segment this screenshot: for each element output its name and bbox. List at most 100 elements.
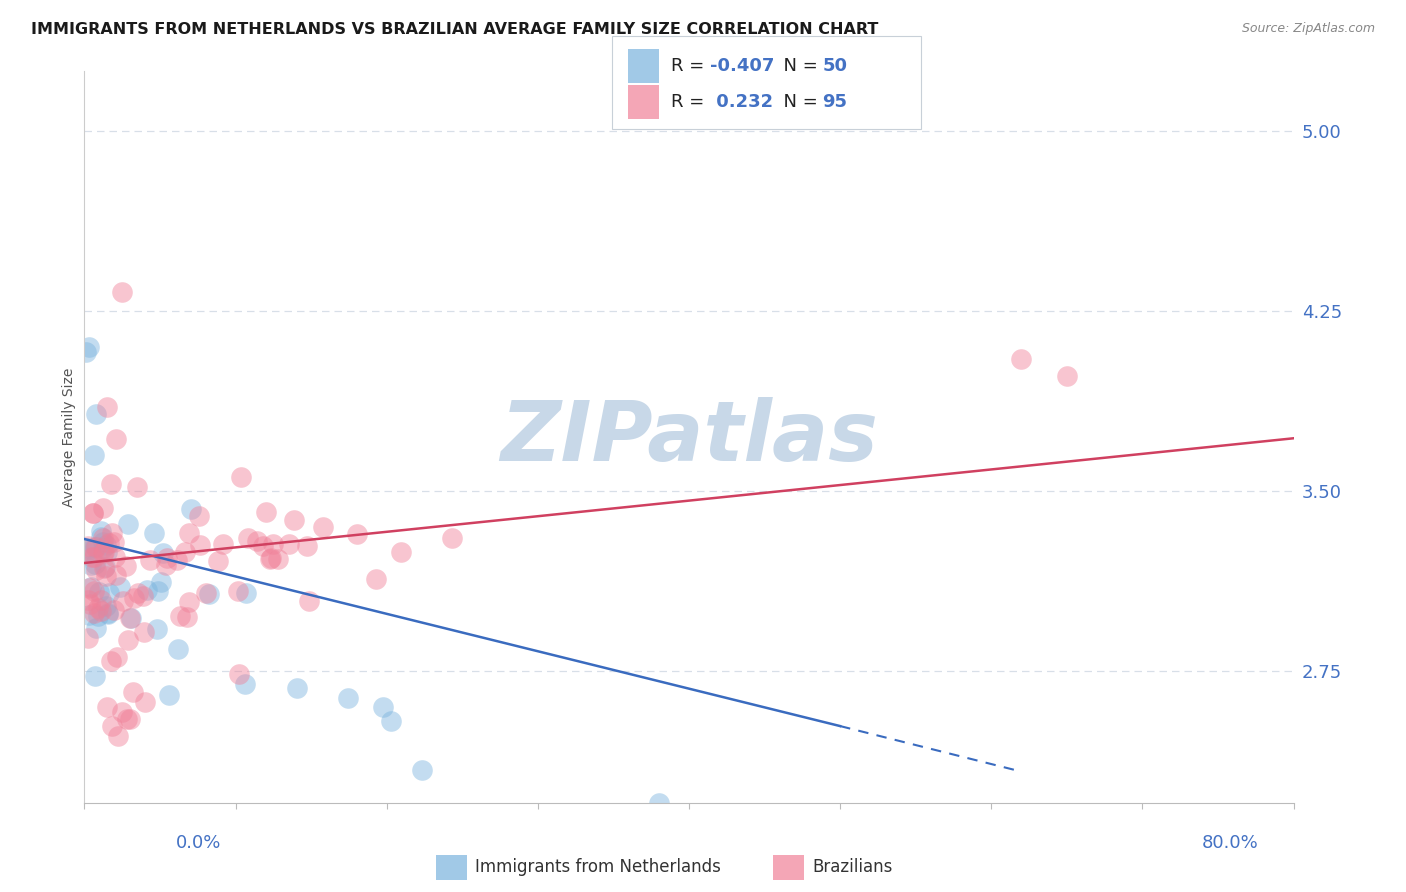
Point xyxy=(94,599,117,613)
Point xyxy=(107,729,129,743)
Point xyxy=(97,607,120,621)
Point xyxy=(233,677,256,691)
Point xyxy=(115,712,138,726)
Point xyxy=(82,506,104,520)
Point xyxy=(77,593,100,607)
Point xyxy=(83,584,105,599)
Point xyxy=(648,796,671,810)
Point xyxy=(283,512,305,526)
Point xyxy=(90,592,112,607)
Point xyxy=(207,554,229,568)
Point xyxy=(93,561,115,575)
Point xyxy=(179,595,201,609)
Point xyxy=(83,540,105,554)
Point xyxy=(96,699,118,714)
Point xyxy=(167,642,190,657)
Point xyxy=(252,539,274,553)
Point xyxy=(76,544,98,558)
Point xyxy=(91,501,114,516)
Point xyxy=(93,545,115,559)
Point xyxy=(77,541,100,555)
Point xyxy=(366,572,388,586)
Point xyxy=(146,622,169,636)
Y-axis label: Average Family Size: Average Family Size xyxy=(62,368,76,507)
Point xyxy=(134,695,156,709)
Point xyxy=(157,688,180,702)
Point xyxy=(180,502,202,516)
Text: R =: R = xyxy=(671,93,710,111)
Point xyxy=(87,601,110,615)
Point xyxy=(94,559,117,574)
Point xyxy=(100,477,122,491)
Point xyxy=(104,549,127,564)
Point xyxy=(86,407,108,421)
Point xyxy=(125,480,148,494)
Point xyxy=(103,603,125,617)
Point xyxy=(83,607,105,621)
Point xyxy=(84,622,107,636)
Point xyxy=(226,583,249,598)
Point xyxy=(312,520,335,534)
Point xyxy=(229,470,252,484)
Point xyxy=(111,705,134,719)
Point xyxy=(117,516,139,531)
Point xyxy=(80,558,103,573)
Point xyxy=(110,580,132,594)
Text: Brazilians: Brazilians xyxy=(813,858,893,876)
Point xyxy=(371,700,394,714)
Point xyxy=(118,712,141,726)
Point xyxy=(96,545,118,559)
Point xyxy=(176,609,198,624)
Point xyxy=(198,587,221,601)
Point xyxy=(120,611,142,625)
Point xyxy=(79,597,101,611)
Text: N =: N = xyxy=(772,93,824,111)
Point xyxy=(179,525,201,540)
Point xyxy=(150,575,173,590)
Point xyxy=(82,506,104,520)
Point xyxy=(121,685,143,699)
Text: 0.232: 0.232 xyxy=(710,93,773,111)
Point xyxy=(122,591,145,605)
Text: ZIPatlas: ZIPatlas xyxy=(501,397,877,477)
Point xyxy=(260,551,283,566)
Point xyxy=(79,580,101,594)
Point xyxy=(155,558,177,572)
Text: -0.407: -0.407 xyxy=(710,57,775,75)
Point xyxy=(441,531,464,545)
Point xyxy=(77,340,100,354)
Point xyxy=(148,584,170,599)
Point xyxy=(104,567,127,582)
Point xyxy=(114,558,136,573)
Text: R =: R = xyxy=(671,57,710,75)
Point xyxy=(127,585,149,599)
Point xyxy=(117,633,139,648)
Point xyxy=(98,536,121,550)
Text: IMMIGRANTS FROM NETHERLANDS VS BRAZILIAN AVERAGE FAMILY SIZE CORRELATION CHART: IMMIGRANTS FROM NETHERLANDS VS BRAZILIAN… xyxy=(31,22,879,37)
Point xyxy=(91,541,114,555)
Point xyxy=(346,527,368,541)
Point xyxy=(166,553,188,567)
Point xyxy=(77,607,100,622)
Point xyxy=(82,549,104,564)
Point xyxy=(105,432,128,446)
Text: 80.0%: 80.0% xyxy=(1202,834,1258,852)
Point xyxy=(174,545,197,559)
Point xyxy=(83,557,105,571)
Point xyxy=(152,545,174,559)
Text: Source: ZipAtlas.com: Source: ZipAtlas.com xyxy=(1241,22,1375,36)
Point xyxy=(188,539,211,553)
Point xyxy=(285,681,308,695)
Point xyxy=(295,539,318,553)
Point xyxy=(169,609,191,624)
Point xyxy=(194,586,217,600)
Point xyxy=(135,582,157,597)
Point xyxy=(142,526,165,541)
Point xyxy=(75,345,97,359)
Point xyxy=(91,535,114,549)
Point xyxy=(84,540,107,554)
Point xyxy=(380,714,402,728)
Point xyxy=(91,546,114,560)
Point xyxy=(156,551,179,566)
Point xyxy=(90,524,112,538)
